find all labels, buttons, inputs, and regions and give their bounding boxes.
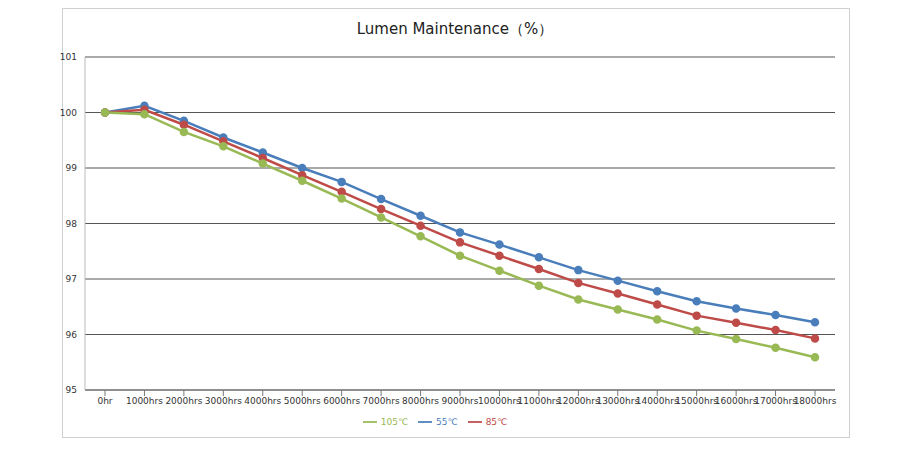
svg-text:14000hrs: 14000hrs xyxy=(636,396,679,406)
svg-text:3000hrs: 3000hrs xyxy=(205,396,242,406)
svg-text:13000hrs: 13000hrs xyxy=(596,396,639,406)
svg-text:11000hrs: 11000hrs xyxy=(518,396,561,406)
svg-text:99: 99 xyxy=(66,163,78,173)
svg-text:9000hrs: 9000hrs xyxy=(442,396,479,406)
svg-text:96: 96 xyxy=(66,330,78,340)
svg-text:0hr: 0hr xyxy=(97,396,112,406)
html-text:Lumen Maintenance（%）: Lumen Maintenance（%） xyxy=(356,20,554,38)
svg-text:5000hrs: 5000hrs xyxy=(284,396,321,406)
svg-text:7000hrs: 7000hrs xyxy=(363,396,400,406)
svg-text:17000hrs: 17000hrs xyxy=(754,396,797,406)
svg-text:8000hrs: 8000hrs xyxy=(402,396,439,406)
svg-text:101: 101 xyxy=(60,52,77,62)
svg-text:12000hrs: 12000hrs xyxy=(557,396,600,406)
svg-text:97: 97 xyxy=(66,274,77,284)
svg-text:6000hrs: 6000hrs xyxy=(323,396,360,406)
html-text:85℃: 85℃ xyxy=(485,416,508,427)
svg-text:18000hrs: 18000hrs xyxy=(794,396,837,406)
svg-text:2000hrs: 2000hrs xyxy=(165,396,202,406)
svg-text:16000hrs: 16000hrs xyxy=(715,396,758,406)
svg-text:15000hrs: 15000hrs xyxy=(675,396,718,406)
svg-text:4000hrs: 4000hrs xyxy=(244,396,281,406)
svg-text:1000hrs: 1000hrs xyxy=(126,396,163,406)
svg-text:95: 95 xyxy=(66,385,77,395)
svg-text:98: 98 xyxy=(66,219,78,229)
html-text:105℃: 105℃ xyxy=(380,416,409,427)
html-text:55℃: 55℃ xyxy=(436,416,458,427)
svg-text:100: 100 xyxy=(60,108,77,118)
svg-text:10000hrs: 10000hrs xyxy=(478,396,521,406)
